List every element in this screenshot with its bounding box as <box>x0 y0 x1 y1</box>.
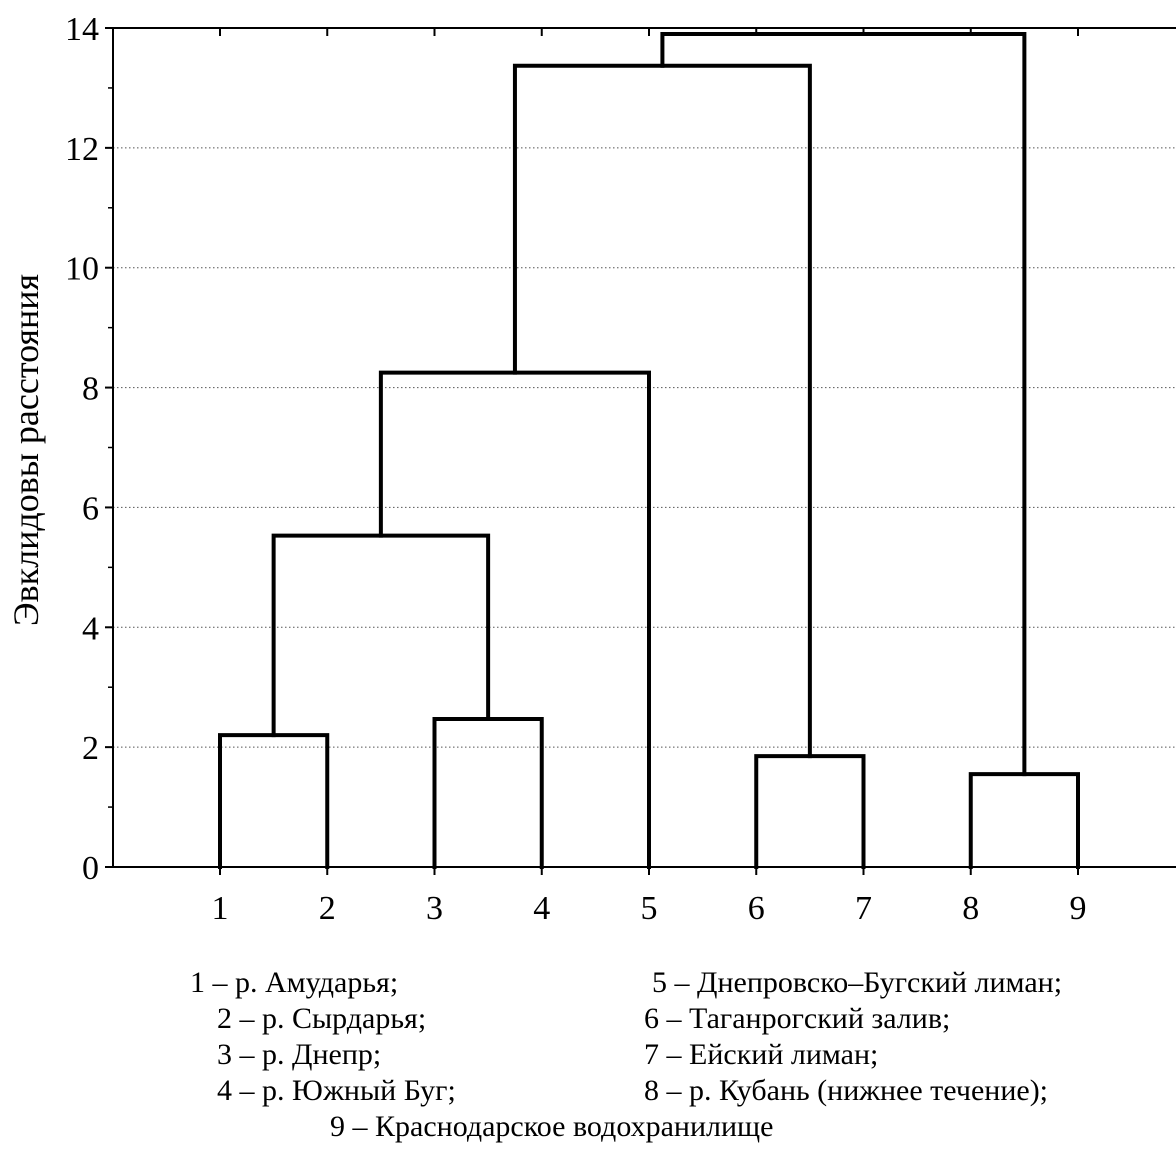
x-tick-label-9: 9 <box>1070 890 1087 927</box>
y-tick-label-12: 12 <box>65 131 99 168</box>
dendrogram-link-3 <box>756 756 863 867</box>
dendrogram-link-6 <box>381 373 649 867</box>
y-tick-label-0: 0 <box>82 850 99 887</box>
legend-item-4: 4 – р. Южный Буг; <box>217 1074 456 1108</box>
dendrogram-link-5 <box>274 536 489 736</box>
dendrogram-link-4 <box>971 774 1078 867</box>
axes <box>113 28 1176 867</box>
x-tick-label-7: 7 <box>855 890 872 927</box>
legend-item-6: 6 – Таганрогский залив; <box>644 1002 950 1036</box>
x-tick-label-6: 6 <box>748 890 765 927</box>
dendrogram-links <box>220 34 1078 867</box>
y-tick-label-8: 8 <box>82 371 99 408</box>
dendrogram-link-7 <box>515 66 810 756</box>
x-tick-label-2: 2 <box>319 890 336 927</box>
legend-item-5: 5 – Днепровско–Бугский лиман; <box>652 966 1062 1000</box>
y-ticks: 0 2 4 6 8 10 12 14 <box>65 11 113 887</box>
legend-item-8: 8 – р. Кубань (нижнее течение); <box>644 1074 1048 1108</box>
x-tick-label-3: 3 <box>426 890 443 927</box>
y-tick-label-14: 14 <box>65 11 99 48</box>
y-tick-label-6: 6 <box>82 490 99 527</box>
y-tick-label-2: 2 <box>82 730 99 767</box>
y-tick-label-4: 4 <box>82 610 99 647</box>
dendrogram-link-2 <box>435 719 542 867</box>
dendrogram-link-8 <box>662 34 1024 774</box>
x-tick-label-5: 5 <box>641 890 658 927</box>
x-tick-label-1: 1 <box>212 890 229 927</box>
y-axis-title: Эвклидовы расстояния <box>6 274 46 626</box>
y-tick-label-10: 10 <box>65 251 99 288</box>
x-tick-label-8: 8 <box>962 890 979 927</box>
legend-item-2: 2 – р. Сырдарья; <box>217 1002 426 1036</box>
legend-item-7: 7 – Ейский лиман; <box>644 1038 878 1072</box>
dendrogram-link-1 <box>220 735 327 867</box>
legend-item-1: 1 – р. Амударья; <box>190 966 398 1000</box>
x-tick-label-4: 4 <box>533 890 550 927</box>
legend-item-3: 3 – р. Днепр; <box>217 1038 381 1072</box>
legend-item-9: 9 – Краснодарское водохранилище <box>330 1110 773 1144</box>
